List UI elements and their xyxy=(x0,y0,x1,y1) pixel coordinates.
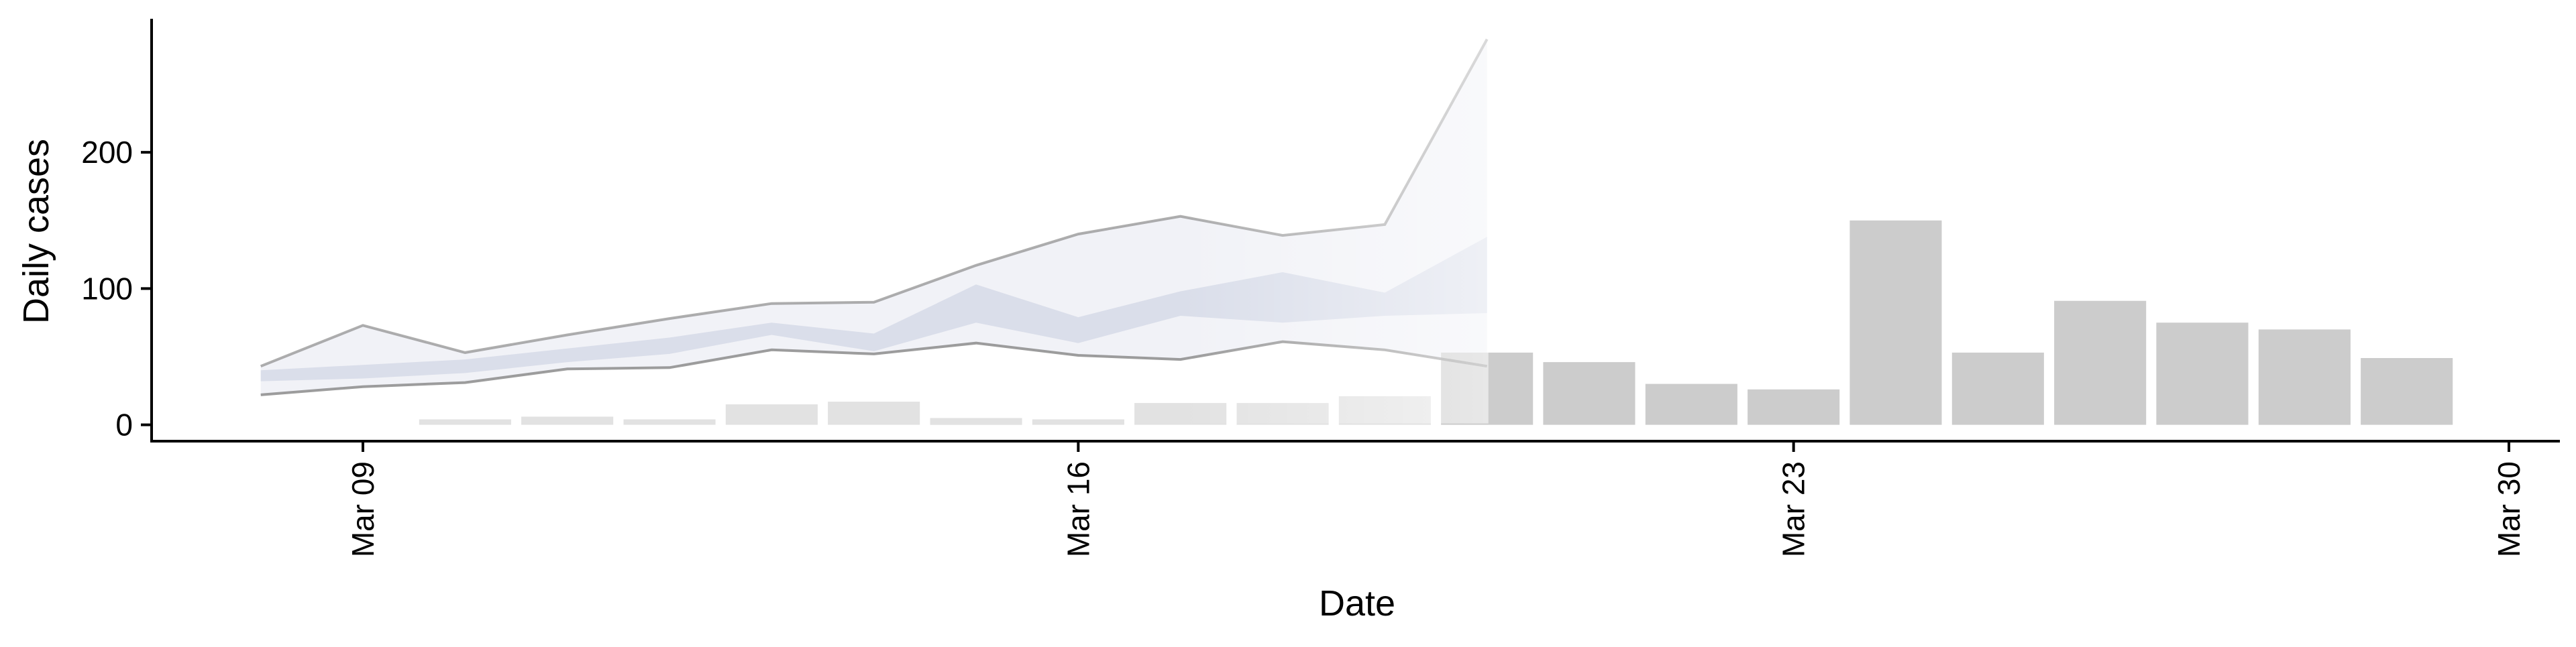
y-tick-label: 100 xyxy=(81,271,133,306)
bar-2020-03-27 xyxy=(2156,322,2249,425)
bar-2020-03-11 xyxy=(521,416,614,425)
bar-2020-03-22 xyxy=(1645,384,1737,425)
x-tick-label: Mar 09 xyxy=(345,461,380,557)
bar-2020-03-12 xyxy=(623,419,716,425)
x-tick-label: Mar 30 xyxy=(2491,461,2526,557)
bar-2020-03-13 xyxy=(725,404,818,425)
x-tick-label: Mar 16 xyxy=(1061,461,1095,557)
bar-2020-03-23 xyxy=(1748,389,1840,425)
bar-2020-03-28 xyxy=(2258,329,2351,425)
bar-2020-03-21 xyxy=(1543,362,1635,425)
bar-2020-03-24 xyxy=(1849,220,1942,425)
bar-2020-03-29 xyxy=(2361,358,2453,425)
bar-2020-03-15 xyxy=(930,418,1022,425)
forecast-fade-overlay xyxy=(1180,19,1489,424)
bar-2020-03-16 xyxy=(1032,419,1124,425)
bar-2020-03-14 xyxy=(828,402,920,425)
bar-2020-03-26 xyxy=(2054,300,2147,425)
bar-2020-03-25 xyxy=(1951,352,2044,425)
forecast-bound-lines xyxy=(260,19,1489,424)
y-tick-label: 200 xyxy=(81,135,133,170)
bar-2020-03-10 xyxy=(419,419,511,425)
y-axis-title: Daily cases xyxy=(16,139,56,324)
x-axis-title: Date xyxy=(1319,583,1395,624)
x-tick-label: Mar 23 xyxy=(1776,461,1811,557)
axes: 0 100 200 Mar 09 Mar 16 Mar 23 Mar 30 xyxy=(81,19,2560,557)
y-tick-label: 0 xyxy=(115,408,133,443)
